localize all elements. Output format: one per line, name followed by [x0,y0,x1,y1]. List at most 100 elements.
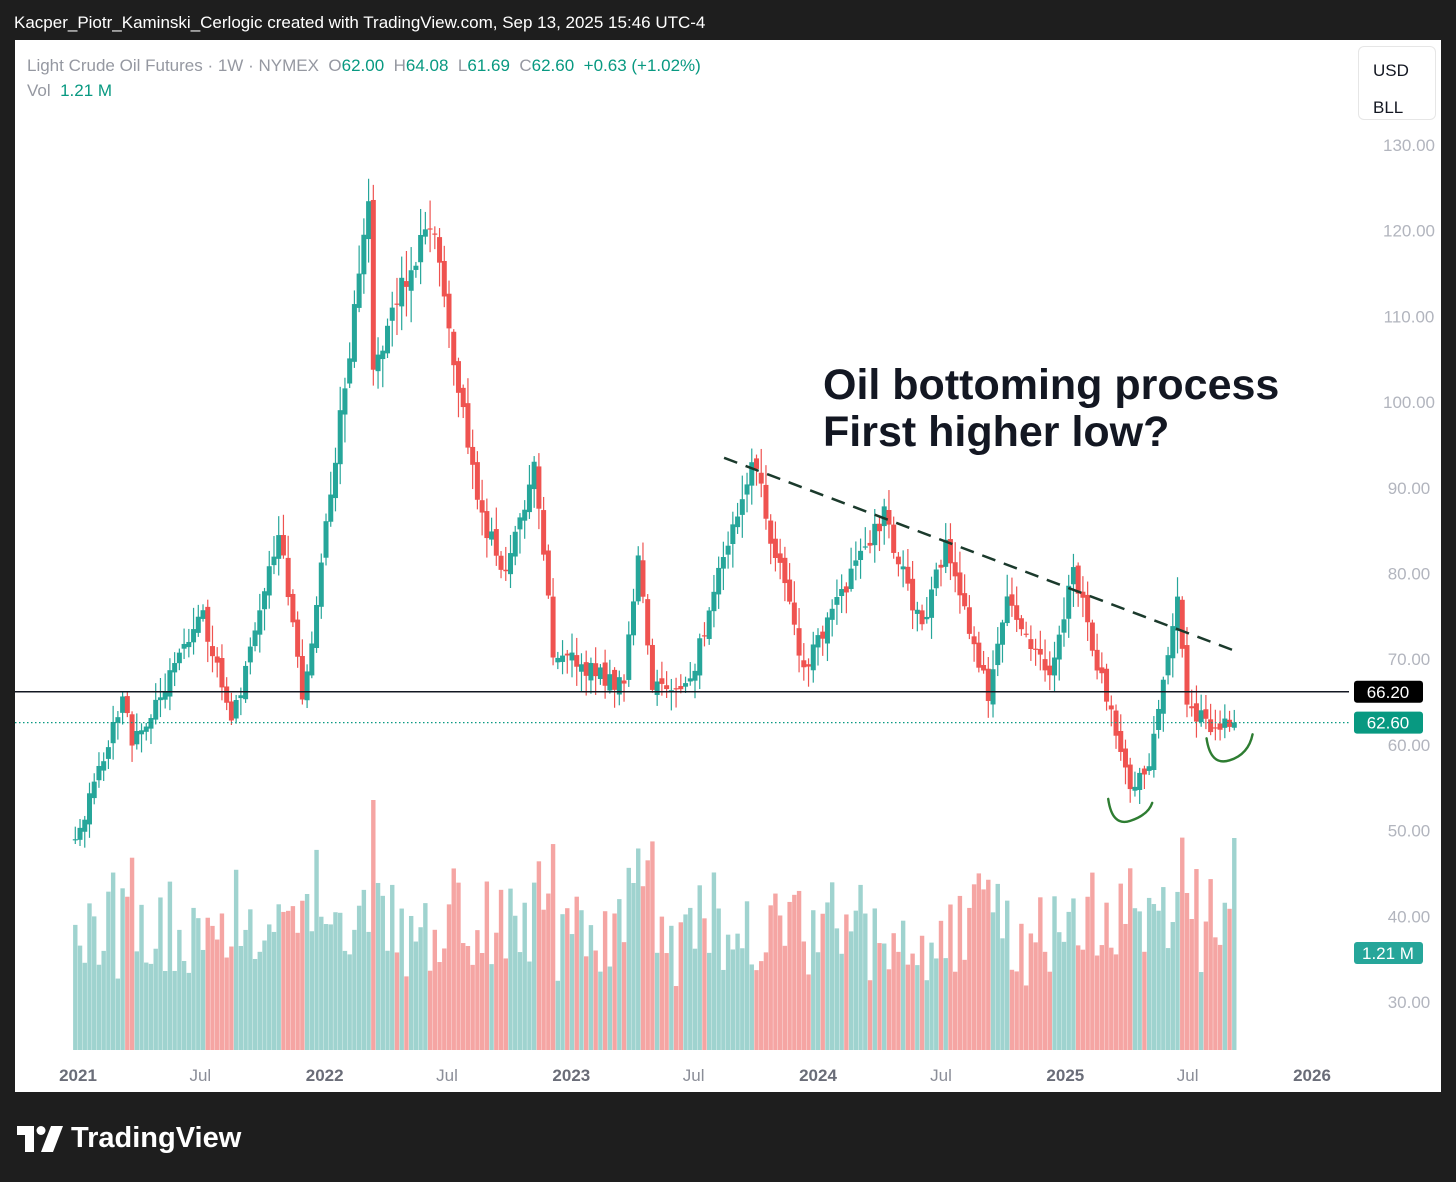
volume-bar [896,951,901,1050]
volume-bar [210,925,215,1050]
close-value: 62.60 [531,56,575,75]
candle-body [1151,733,1157,771]
candle-body [1042,659,1048,671]
volume-bar [692,948,698,1050]
change-value: +0.63 (+1.02%) [583,56,701,75]
candle-body [351,304,357,362]
candle-body [919,610,925,625]
volume-bar [1132,908,1138,1050]
volume-bar [645,860,650,1050]
candle-body [716,567,722,595]
time-axis[interactable]: 2021 Jul 2022 Jul 2023 Jul 2024 Jul 2025 Jul 2026 [59,1066,1331,1085]
candle-body [1203,709,1209,719]
price-axis[interactable]: 130.00 120.00 110.00 100.00 90.00 80.00 70.00 6… [1383,136,1435,1012]
volume-bar [546,893,551,1050]
candle-body [385,325,391,354]
candle-body [470,446,476,465]
volume-bar [1128,868,1133,1050]
candle-body [768,520,774,544]
candle-body [1104,668,1110,702]
close-label: C [519,56,532,75]
candle-body [914,609,920,614]
low-marker-curve[interactable] [1205,733,1254,763]
candle-body [366,201,372,240]
volume-bar [1085,896,1090,1050]
tradingview-logo-icon [17,1125,63,1152]
candle-body [120,696,126,713]
candle-body [933,569,939,589]
candle-body [247,646,253,663]
candle-body [952,562,958,577]
volume-bar [1213,937,1218,1050]
volume-bar [867,980,873,1050]
volume-bar [688,907,693,1050]
candle-body [1009,594,1015,606]
high-label: H [393,56,406,75]
volume-bar [484,881,490,1050]
candle-body [1070,567,1076,585]
candle-body [1018,618,1024,630]
volume-bar [352,929,357,1050]
open-value: 62.00 [341,56,385,75]
volume-bar [309,931,315,1050]
volume-bar [371,800,376,1050]
volume-bar [905,964,911,1050]
volume-bar [158,897,163,1050]
candle-body [753,458,759,469]
volume-bar [853,910,859,1050]
volume-bar [319,916,324,1050]
candle-body [347,358,353,384]
candle-body [257,610,263,635]
candle-body [692,670,698,681]
volume-bar [290,906,296,1050]
volume-bar [1075,945,1081,1050]
volume-bar [375,882,381,1050]
volume-bar [172,970,177,1050]
low-value: 61.69 [467,56,510,75]
volume-bar [1161,887,1166,1050]
low-marker-curve[interactable] [1107,797,1154,824]
volume-bar [811,910,816,1050]
candle-body [323,521,329,558]
candle-body [1014,605,1020,620]
volume-bar [408,915,414,1050]
volume-bar [640,886,646,1050]
candle-body [583,662,589,676]
candle-body [1118,730,1124,752]
candle-body [432,233,438,235]
volume-bar [513,915,518,1050]
candle-body [739,499,745,515]
price-tick-label: 60.00 [1388,736,1431,755]
volume-bar [721,969,726,1050]
candle-body [167,670,173,697]
candle-body [612,669,618,690]
candle-body [342,388,348,415]
descending-trendline[interactable] [723,456,1235,652]
time-tick-label: 2025 [1046,1066,1084,1085]
volume-bar [919,935,925,1050]
candle-body [867,542,873,546]
volume-bar [711,872,717,1050]
candle-body [1160,679,1166,714]
symbol-legend[interactable]: Light Crude Oil Futures · 1W · NYMEX O62… [27,56,701,76]
volume-bar [943,958,948,1050]
volume-bar [1109,947,1114,1050]
price-chart[interactable]: 66.20 62.60 1.21 M 130.00 120.00 110.00 100.0… [15,40,1441,1092]
volume-bar [891,933,896,1050]
volume-legend[interactable]: Vol 1.21 M [27,81,112,101]
volume-bar [451,868,456,1050]
candle-body [526,484,532,513]
candle-body [238,695,244,699]
volume-bar [967,907,972,1050]
volume-bar [1175,891,1180,1050]
candle-body [635,555,641,602]
volume-bar [106,891,111,1050]
chart-area[interactable]: 66.20 62.60 1.21 M 130.00 120.00 110.00 100.0… [15,40,1441,1092]
candle-body [422,229,428,237]
volume-bar [1137,911,1142,1050]
candle-body [910,578,916,611]
tradingview-logo[interactable]: TradingView [17,1122,241,1155]
candle-body [820,631,826,639]
volume-tag-label: 1.21 M [1362,944,1414,963]
currency-unit-box[interactable]: USD BLL [1358,46,1436,120]
